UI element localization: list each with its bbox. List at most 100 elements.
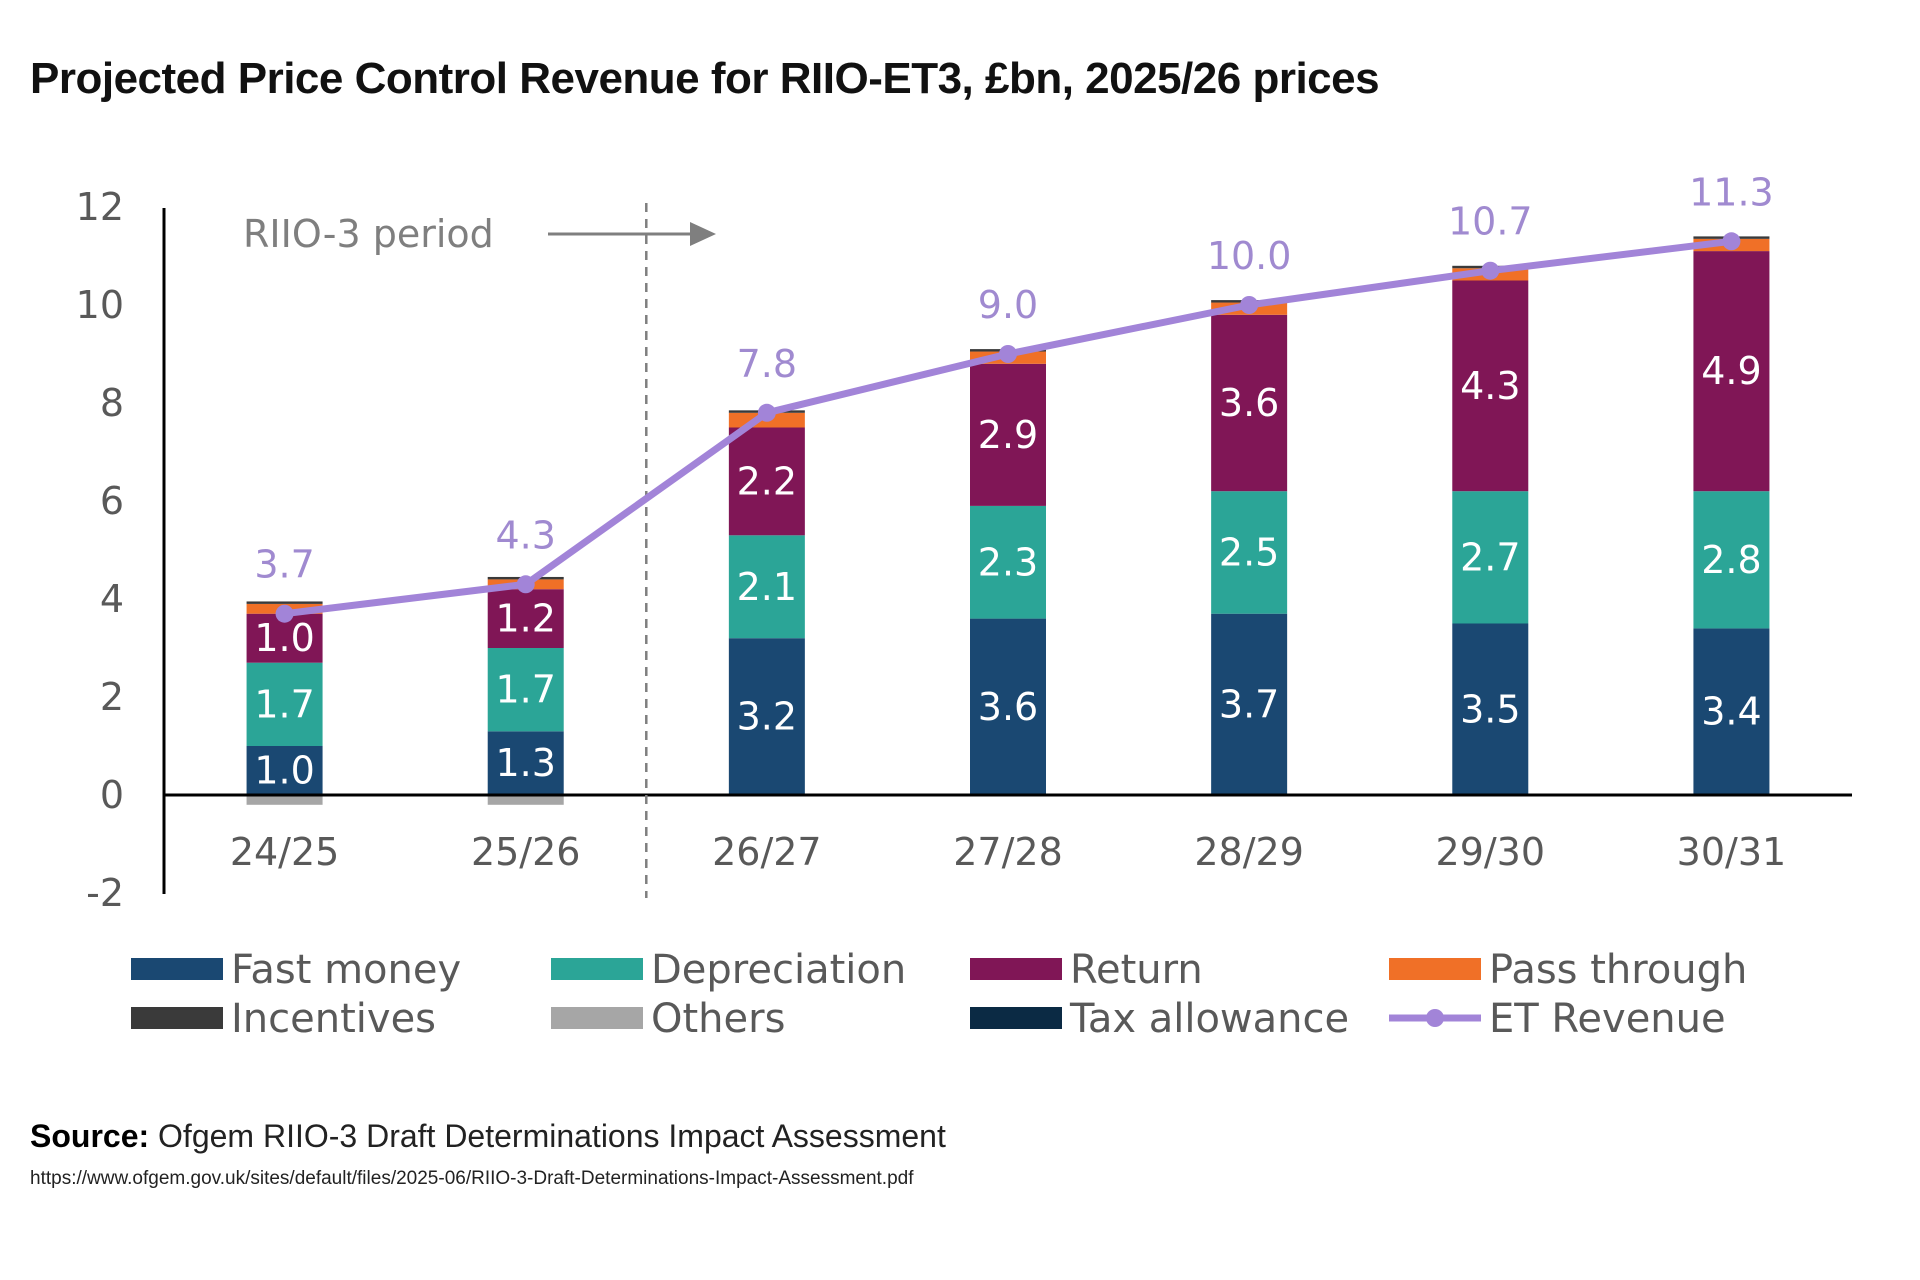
bar-fast-money: [1211, 613, 1288, 795]
y-tick-label: 12: [76, 185, 124, 229]
bar-label-fast-money: 3.5: [1460, 687, 1520, 731]
bar-label-return: 4.3: [1460, 364, 1520, 408]
legend-marker-et-revenue: [1426, 1009, 1444, 1027]
legend-label-fast-money: Fast money: [231, 947, 461, 993]
bar-fast-money: [1452, 623, 1529, 795]
x-axis-categories: 24/25 25/26 26/27 27/28 28/29 29/30 30/31: [230, 830, 1786, 874]
et-revenue-point: [757, 403, 776, 422]
bar-return: [728, 427, 805, 536]
legend-swatch-depreciation: [551, 958, 643, 980]
et-revenue-label: 10.7: [1448, 200, 1533, 244]
period-arrow-head: [690, 222, 716, 246]
source-url: https://www.ofgem.gov.uk/sites/default/f…: [30, 1168, 914, 1189]
et-revenue-label: 9.0: [978, 283, 1038, 327]
bars: [246, 236, 1770, 805]
legend-label-et-revenue: ET Revenue: [1489, 996, 1726, 1042]
x-category-label: 24/25: [230, 830, 340, 874]
bar-label-depreciation: 2.8: [1701, 538, 1761, 582]
bar-label-depreciation: 1.7: [495, 668, 555, 712]
y-tick-label: 10: [76, 283, 124, 327]
bar-return: [1693, 251, 1770, 492]
bar-fast-money: [487, 731, 564, 795]
bar-incentives: [246, 601, 323, 604]
x-category-label: 28/29: [1194, 830, 1304, 874]
bar-depreciation: [1693, 491, 1770, 629]
legend-swatch-incentives: [131, 1007, 223, 1029]
source-text: Ofgem RIIO-3 Draft Determinations Impact…: [158, 1118, 946, 1154]
bar-label-depreciation: 2.7: [1460, 535, 1520, 579]
bar-label-depreciation: 2.3: [978, 540, 1038, 584]
legend-swatch-return: [970, 958, 1062, 980]
bar-label-return: 1.0: [254, 616, 314, 660]
et-revenue-label: 7.8: [737, 342, 797, 386]
legend-label-tax-allowance: Tax allowance: [1069, 996, 1349, 1042]
bar-label-fast-money: 3.6: [978, 685, 1038, 729]
y-tick-label: 8: [100, 381, 124, 425]
bar-fast-money: [728, 638, 805, 795]
bar-depreciation: [728, 535, 805, 639]
legend-swatch-pass-through: [1389, 958, 1481, 980]
period-label: RIIO-3 period: [243, 212, 494, 256]
bar-depreciation: [487, 648, 564, 732]
bar-fast-money: [970, 618, 1046, 795]
axes: [162, 208, 1852, 894]
source-label: Source:: [30, 1118, 150, 1154]
y-tick-label: 4: [100, 577, 124, 621]
et-revenue-label: 10.0: [1207, 234, 1292, 278]
et-revenue-point: [1240, 296, 1259, 314]
y-tick-label: -2: [86, 871, 124, 915]
y-tick-label: 2: [100, 675, 124, 719]
bar-depreciation: [246, 662, 323, 746]
bar-label-return: 2.9: [978, 413, 1038, 457]
bar-label-fast-money: 1.0: [254, 749, 314, 793]
bar-return: [970, 363, 1046, 506]
bar-label-return: 2.2: [737, 459, 797, 503]
bar-return: [487, 589, 564, 648]
bar-label-fast-money: 3.2: [737, 695, 797, 739]
y-tick-label: 6: [100, 479, 124, 523]
et-revenue-line: 3.7 4.3 7.8 9.0 10.0 10.7 11.3: [254, 170, 1774, 623]
bar-return: [1452, 280, 1529, 492]
legend: Fast money Depreciation Return Pass through…: [131, 947, 1747, 1042]
x-category-label: 30/31: [1677, 830, 1787, 874]
bar-depreciation: [970, 505, 1046, 619]
et-revenue-point: [1481, 261, 1500, 280]
bar-label-fast-money: 1.3: [495, 741, 555, 785]
bar-label-return: 3.6: [1219, 381, 1279, 425]
bar-label-fast-money: 3.7: [1219, 682, 1279, 726]
bar-others: [246, 795, 323, 805]
et-revenue-point: [275, 604, 294, 623]
y-tick-label: 0: [100, 773, 124, 817]
et-revenue-label: 3.7: [254, 543, 314, 587]
x-category-label: 25/26: [471, 830, 581, 874]
et-revenue-point: [516, 575, 535, 594]
legend-swatch-tax-allowance: [970, 1007, 1062, 1029]
legend-label-others: Others: [651, 996, 785, 1042]
bar-return: [1211, 314, 1288, 492]
x-category-label: 27/28: [953, 830, 1063, 874]
bar-label-depreciation: 2.1: [737, 565, 797, 609]
source-line: Source: Ofgem RIIO-3 Draft Determination…: [30, 1118, 946, 1155]
bar-label-depreciation: 1.7: [254, 682, 314, 726]
bar-fast-money: [1693, 628, 1770, 795]
legend-swatch-others: [551, 1007, 643, 1029]
legend-label-return: Return: [1070, 947, 1203, 993]
et-revenue-label: 11.3: [1689, 170, 1774, 214]
data-labels: 1.0 1.7 1.0 1.3 1.7 1.2 3.2 2.1 2.2 3.6 2.3 2.9 3.7 2…: [254, 349, 1761, 792]
et-revenue-label: 4.3: [495, 513, 555, 557]
et-revenue-point: [1722, 232, 1741, 251]
bar-fast-money: [246, 746, 323, 795]
period-annotation: RIIO-3 period: [243, 203, 716, 898]
bar-depreciation: [1452, 491, 1529, 624]
legend-label-depreciation: Depreciation: [651, 947, 906, 993]
legend-label-pass-through: Pass through: [1489, 947, 1747, 993]
x-category-label: 29/30: [1436, 830, 1546, 874]
x-category-label: 26/27: [712, 830, 822, 874]
et-revenue-point: [999, 345, 1017, 363]
bar-depreciation: [1211, 491, 1288, 614]
y-axis-ticks: -2 0 2 4 6 8 10 12: [76, 185, 124, 915]
bar-label-return: 4.9: [1701, 349, 1761, 393]
bar-label-fast-money: 3.4: [1701, 690, 1761, 734]
bar-label-depreciation: 2.5: [1219, 530, 1279, 574]
